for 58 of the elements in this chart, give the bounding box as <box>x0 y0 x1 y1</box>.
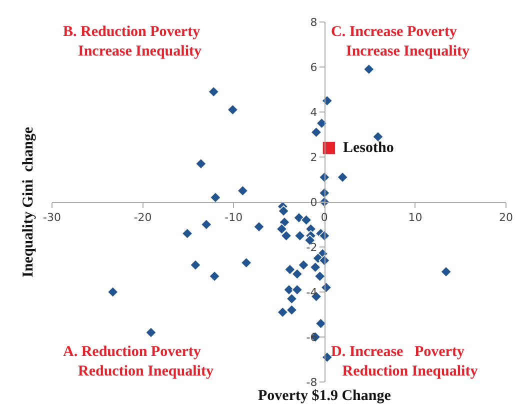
point <box>372 131 384 142</box>
x-tick-label: -20 <box>134 211 152 224</box>
point <box>277 306 288 318</box>
point <box>298 259 310 271</box>
annotation: D. Increase Poverty Reduction Inequality <box>331 344 478 380</box>
point <box>310 126 322 138</box>
y-tick-label: 8 <box>310 16 318 29</box>
x-tick-label: 10 <box>408 211 422 224</box>
point <box>190 259 202 271</box>
x-axis-title: Poverty $1.9 Change <box>258 388 392 404</box>
series-label: Lesotho <box>343 140 394 156</box>
point <box>240 257 252 268</box>
point <box>310 262 321 273</box>
annotation: B. Reduction Poverty Increase Inequality <box>63 24 202 60</box>
point <box>208 270 220 282</box>
annotation: A. Reduction Poverty Reduction Inequality <box>63 344 214 380</box>
y-axis-title: Inequality Gini change <box>20 126 36 278</box>
point <box>200 218 212 230</box>
point <box>292 268 303 280</box>
annotation: C. Increase Poverty Increase Inequality <box>331 24 470 60</box>
point <box>208 86 220 98</box>
point <box>322 95 333 106</box>
point <box>107 286 118 298</box>
point <box>278 205 290 217</box>
point <box>286 293 298 304</box>
point <box>292 284 303 296</box>
point <box>314 270 326 282</box>
y-tick-label: -8 <box>306 376 318 389</box>
x-tick-label: 0 <box>320 211 328 224</box>
y-tick-label: 4 <box>310 106 318 119</box>
x-tick-label: 20 <box>499 211 513 224</box>
point <box>300 214 312 226</box>
point <box>280 230 292 242</box>
x-tick-label: -10 <box>224 211 243 224</box>
point <box>322 141 336 155</box>
y-tick-label: -2 <box>306 240 318 254</box>
point <box>253 221 265 232</box>
point <box>440 266 452 278</box>
point <box>286 304 298 316</box>
y-tick-label: -4 <box>306 286 318 299</box>
y-tick-label: 0 <box>310 196 318 209</box>
x-tick-label: -30 <box>43 211 61 224</box>
point <box>336 172 348 183</box>
point <box>145 326 157 338</box>
y-tick-label: 2 <box>310 150 318 164</box>
point <box>293 212 305 224</box>
point <box>237 185 248 196</box>
y-tick-label: 6 <box>310 60 318 74</box>
point <box>182 228 193 240</box>
point <box>284 264 296 276</box>
point <box>210 192 222 204</box>
point <box>363 64 374 75</box>
point <box>227 104 238 116</box>
point <box>322 352 333 363</box>
point <box>316 118 328 129</box>
point <box>276 223 288 235</box>
point <box>195 158 207 170</box>
point <box>294 230 306 242</box>
